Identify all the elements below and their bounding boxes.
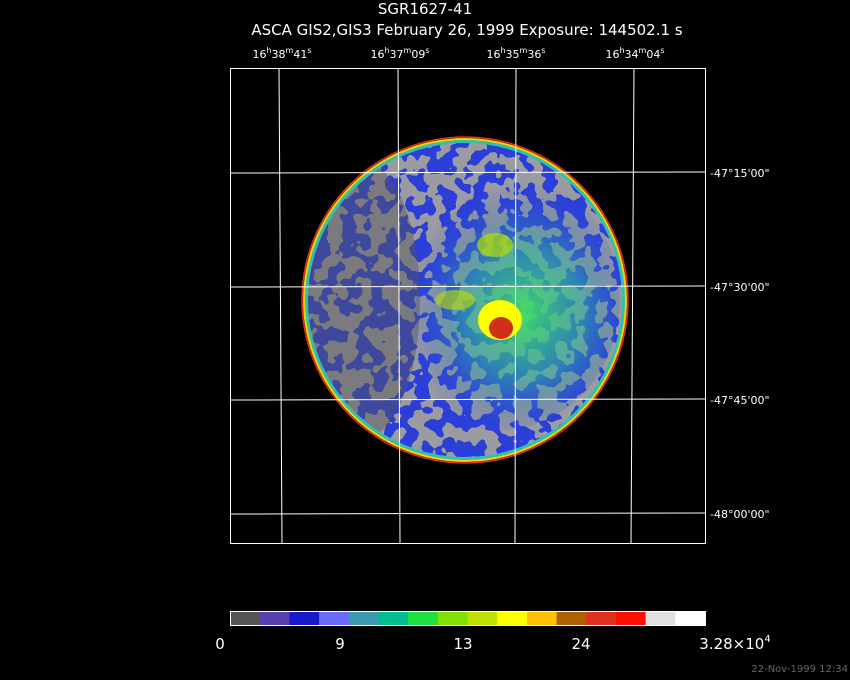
number: 16: [370, 48, 384, 61]
colorbar-label: 24: [571, 635, 590, 653]
unit: m: [639, 46, 647, 55]
number: 35: [506, 48, 520, 61]
unit: s: [541, 46, 545, 55]
colorbar-cell: [586, 611, 617, 625]
colorbar-cell: [319, 611, 350, 625]
colorbar-cell: [675, 611, 706, 625]
spot: [435, 290, 475, 310]
image: [301, 136, 629, 464]
number: 37: [390, 48, 404, 61]
unit: m: [520, 46, 528, 55]
number: 38: [272, 48, 286, 61]
dec-labels: -47°15'00" -47°30'00" -47°45'00" -48°00'00": [710, 167, 770, 521]
ra-label: 16h34m04s: [605, 46, 664, 61]
number: 16: [605, 48, 619, 61]
colorbar-cell: [556, 611, 587, 625]
colorbar-frame: [230, 611, 706, 626]
colorbar-cell: [526, 611, 558, 625]
rim-inner: [304, 139, 626, 461]
dec-grid-line: [229, 285, 706, 288]
colorbar-max-label: 3.28×104: [699, 634, 770, 653]
mantissa: 3.28×10: [699, 635, 764, 653]
colorbar-cell: [615, 611, 647, 625]
colorbar-label: 0: [215, 635, 225, 653]
unit: s: [307, 46, 311, 55]
dec-label: -48°00'00": [710, 508, 770, 521]
unit: s: [425, 46, 429, 55]
colorbar-cell: [497, 611, 528, 625]
dec-grid-line: [229, 398, 706, 401]
dec-label: -47°30'00": [710, 281, 770, 294]
unit: m: [286, 46, 294, 55]
colorbar-cell: [230, 611, 261, 625]
rim-outer: [301, 136, 629, 464]
unit: m: [404, 46, 412, 55]
number: 09: [411, 48, 425, 61]
ra-grid-line: [278, 67, 283, 544]
coordinate-grid: [229, 67, 706, 544]
dec-grid-line: [229, 512, 706, 515]
unit: h: [619, 46, 624, 55]
unit: h: [266, 46, 271, 55]
ra-label: 16h37m09s: [370, 46, 429, 61]
dec-grid-line: [229, 171, 706, 174]
rim: [303, 138, 627, 462]
ra-grid-line: [630, 67, 635, 544]
subtitle: ASCA GIS2,GIS3 February 26, 1999 Exposur…: [251, 21, 682, 39]
number: 41: [293, 48, 307, 61]
title: SGR1627-41: [378, 0, 472, 18]
number: 34: [625, 48, 639, 61]
timestamp: 22-Nov-1999 12:34: [751, 664, 848, 675]
unit: h: [384, 46, 389, 55]
unit: h: [500, 46, 505, 55]
gray-region: [305, 160, 420, 440]
colorbar-cell: [437, 611, 468, 625]
number: 16: [252, 48, 266, 61]
source: [489, 317, 513, 339]
ra-grid-line: [514, 67, 517, 544]
colorbar-label: 13: [453, 635, 472, 653]
dec-label: -47°45'00": [710, 394, 770, 407]
colorbar-cell: [259, 611, 290, 625]
number: 36: [527, 48, 541, 61]
number: 04: [646, 48, 660, 61]
exponent: 4: [764, 634, 770, 645]
spot: [477, 233, 513, 257]
colorbar-label: 9: [335, 635, 345, 653]
ra-label: 16h38m41s: [252, 46, 311, 61]
colorbar-cell: [378, 611, 409, 625]
colorbar-cell: [348, 611, 379, 625]
frame: [230, 68, 706, 544]
colorbar-cell: [467, 611, 498, 625]
colorbar-cell: [645, 611, 676, 625]
ra-labels: 16h38m41s 16h37m09s 16h35m36s 16h34m04s: [252, 46, 664, 61]
number: 16: [486, 48, 500, 61]
colorbar-cell: [408, 611, 439, 625]
ra-grid-line: [397, 67, 401, 544]
colorbar-cell: [289, 611, 320, 625]
colorbar: 0 9 13 24: [215, 611, 706, 653]
dec-label: -47°15'00": [710, 167, 770, 180]
ra-label: 16h35m36s: [486, 46, 545, 61]
unit: s: [660, 46, 664, 55]
